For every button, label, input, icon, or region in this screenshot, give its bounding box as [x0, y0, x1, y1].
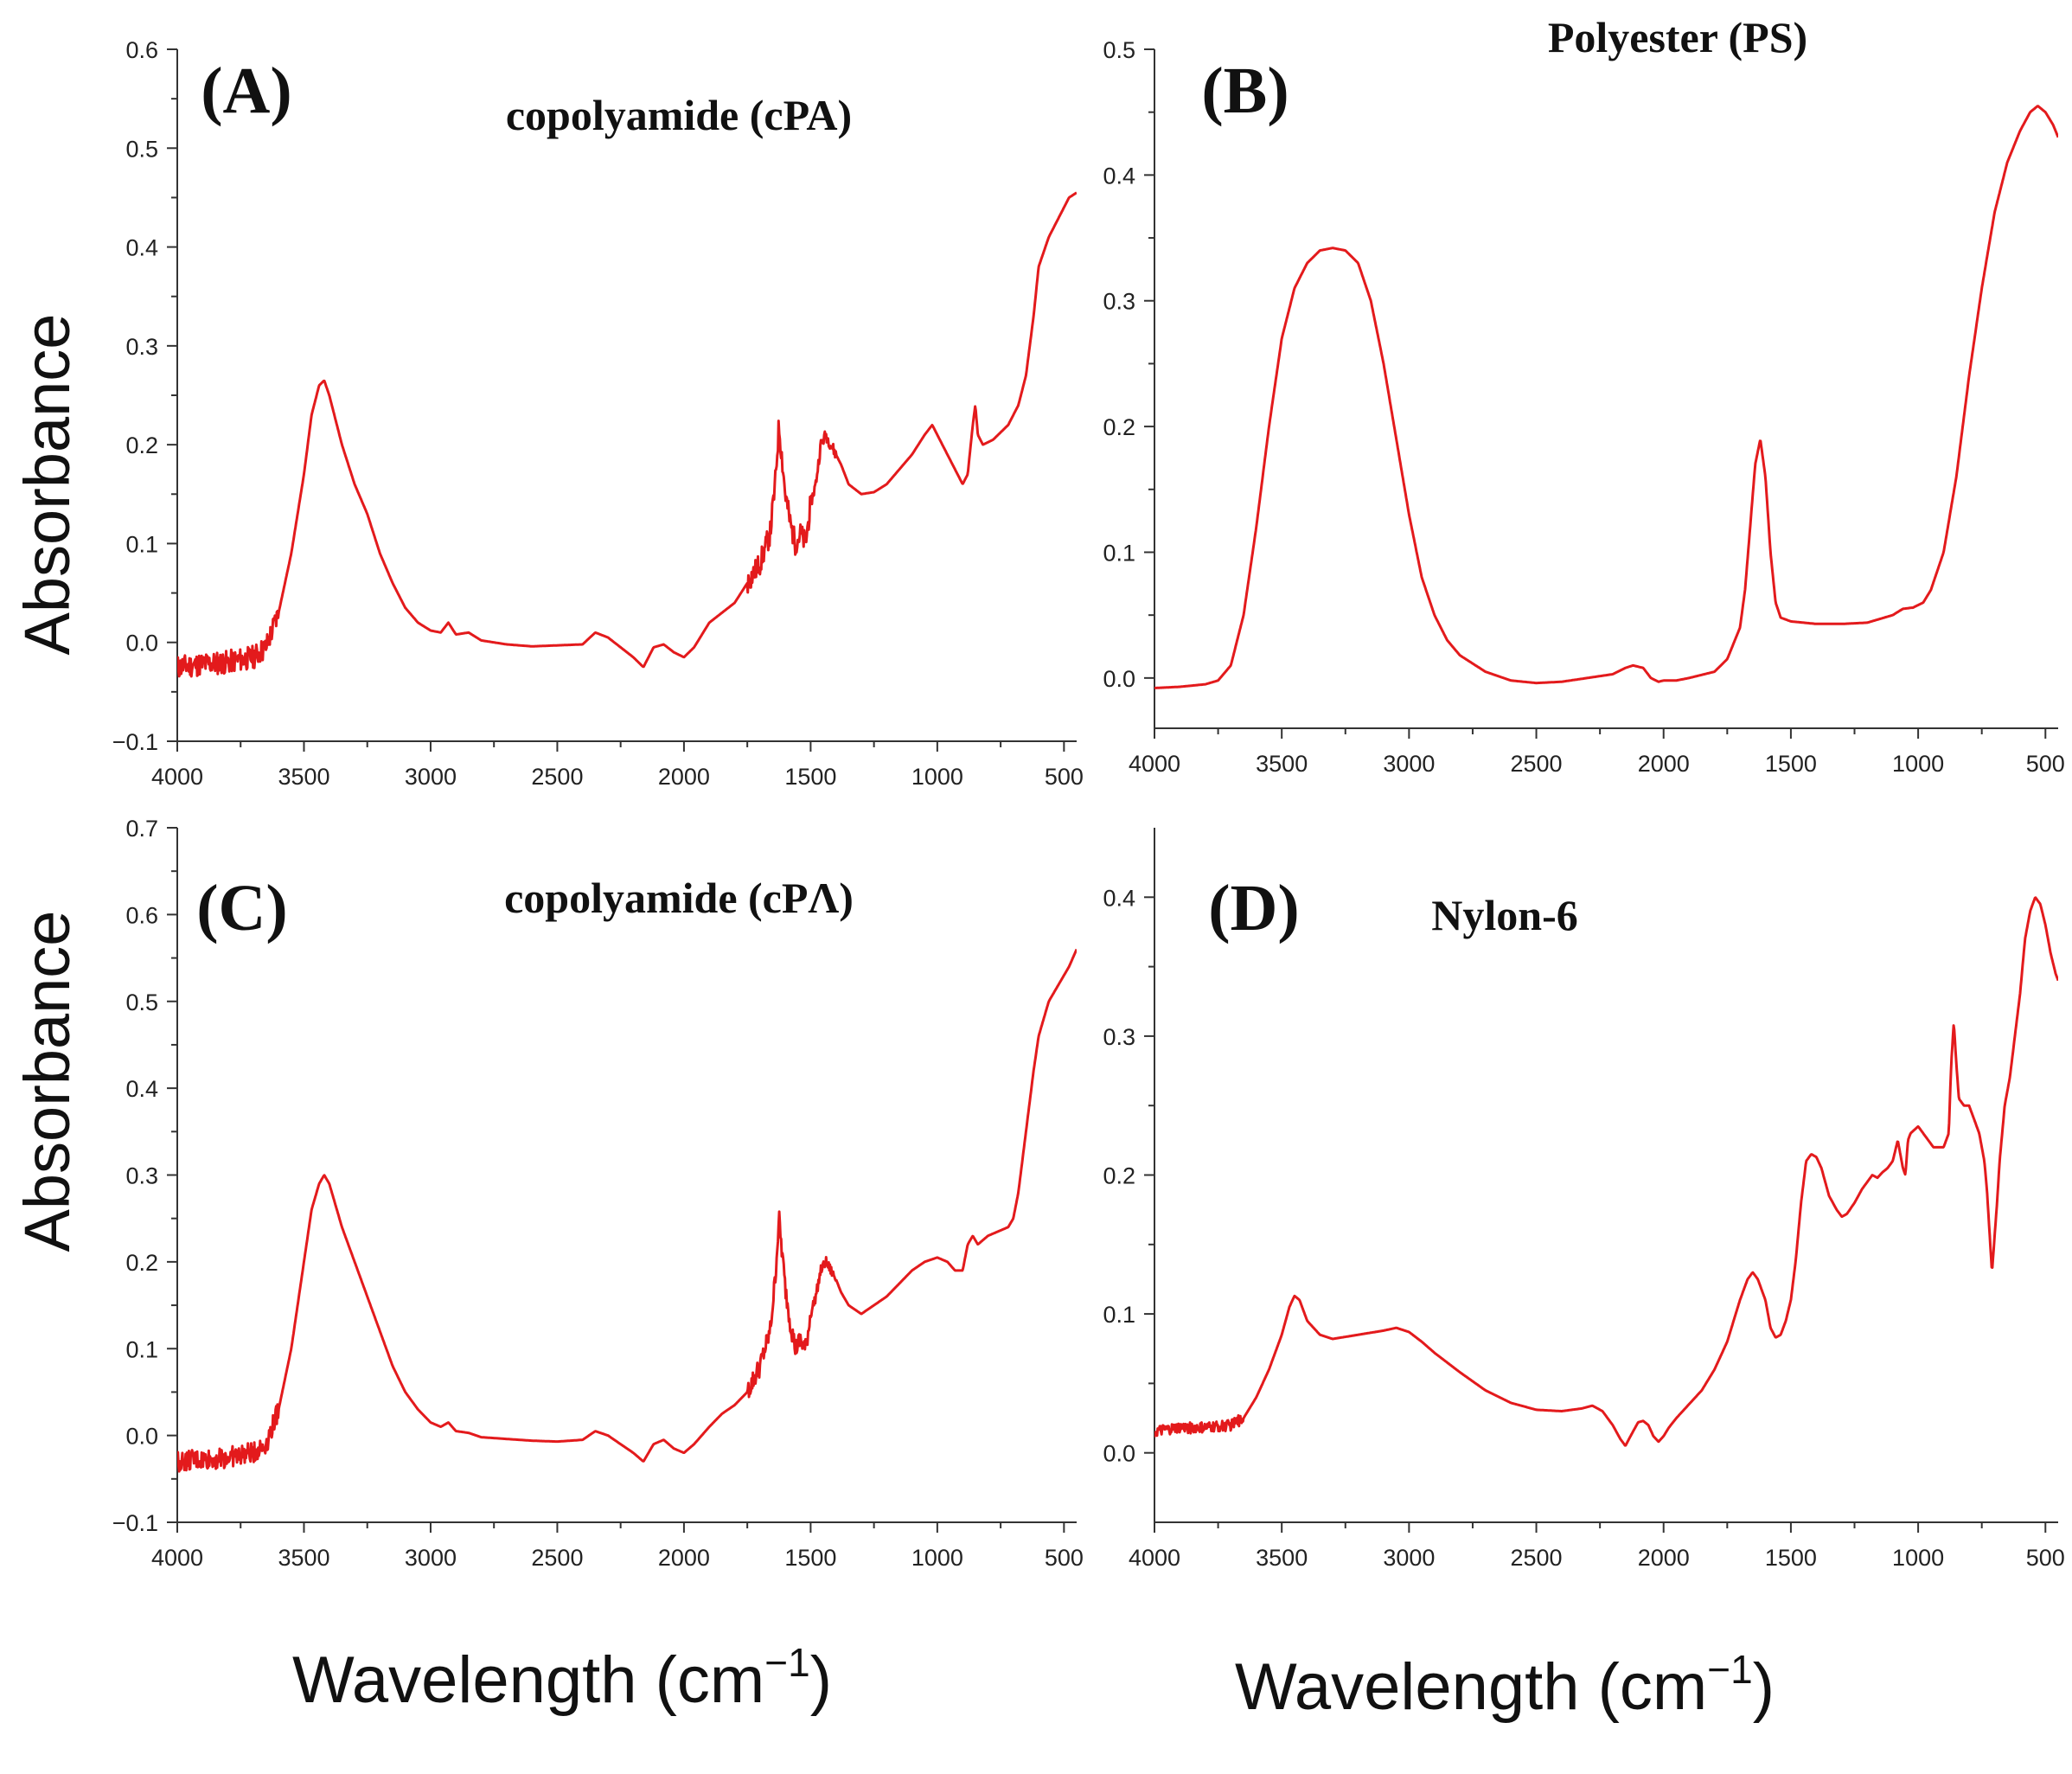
x-tick-label: 1000 — [911, 764, 963, 790]
y-tick-label: −0.1 — [112, 729, 158, 755]
y-tick-label: 0.0 — [125, 1424, 158, 1450]
y-tick-label: 0.2 — [1103, 414, 1135, 440]
x-title-close: ) — [810, 1643, 832, 1717]
x-tick-label: 500 — [1045, 764, 1084, 790]
y-axis-title-top: Absorbance — [11, 314, 83, 656]
x-tick-label: 1000 — [1892, 751, 1944, 777]
x-title-main: Wavelength (cm — [1235, 1650, 1707, 1724]
y-tick-label: 0.0 — [1103, 1441, 1135, 1467]
y-tick-label: 0.4 — [125, 1076, 158, 1102]
x-tick-label: 2500 — [531, 764, 583, 790]
y-tick-label: 0.1 — [1103, 1302, 1135, 1328]
y-tick-label: 0.4 — [1103, 163, 1135, 189]
y-tick-label: 0.5 — [125, 989, 158, 1015]
x-tick-label: 2500 — [1511, 751, 1563, 777]
x-tick-label: 1500 — [784, 1545, 836, 1571]
y-tick-label: 0.4 — [1103, 885, 1135, 911]
y-tick-label: 0.1 — [1103, 540, 1135, 566]
spectrum-line — [177, 948, 1077, 1473]
panel-d: 4000 3500 3000 2500 2000 1500 1000 500 0.0 0.1 0.2… — [1103, 828, 2065, 1571]
x-tick-label: 1000 — [1892, 1545, 1944, 1571]
x-tick-label: 1500 — [1765, 751, 1817, 777]
x-title-superscript: −1 — [764, 1640, 809, 1685]
x-tick-label: 3000 — [405, 1545, 457, 1571]
panel-label: (D) — [1208, 872, 1300, 945]
x-tick-label: 3000 — [405, 764, 457, 790]
y-tick-label: 0.5 — [1103, 37, 1135, 63]
x-tick-label: 3500 — [1256, 751, 1308, 777]
y-tick-label: 0.4 — [125, 235, 158, 261]
x-tick-label: 3500 — [1256, 1545, 1308, 1571]
x-tick-label: 4000 — [151, 1545, 203, 1571]
x-tick-label: 500 — [1045, 1545, 1084, 1571]
panel-c: 4000 3500 3000 2500 2000 1500 1000 500 −0.1 0.0 0.… — [112, 816, 1084, 1571]
panel-label: (A) — [201, 54, 292, 127]
panel-b: 4000 3500 3000 2500 2000 1500 1000 500 0.0 0.1 0.2… — [1103, 13, 2064, 777]
y-axis-title-bottom: Absorbance — [11, 911, 83, 1252]
x-axis-title-left: Wavelength (cm−1) — [292, 1640, 832, 1717]
panel-title: Nylon-6 — [1431, 891, 1577, 939]
x-title-main: Wavelength (cm — [292, 1643, 764, 1717]
x-tick-label: 500 — [2026, 1545, 2065, 1571]
y-tick-label: 0.3 — [1103, 1024, 1135, 1050]
y-tick-label: −0.1 — [112, 1510, 158, 1536]
x-tick-label: 4000 — [151, 764, 203, 790]
x-tick-label: 2000 — [1638, 1545, 1690, 1571]
y-tick-label: 0.1 — [125, 531, 158, 557]
y-tick-label: 0.2 — [125, 1250, 158, 1276]
spectrum-line — [1154, 105, 2058, 689]
y-tick-label: 0.3 — [1103, 289, 1135, 315]
x-title-superscript: −1 — [1707, 1647, 1752, 1692]
y-tick-label: 0.1 — [125, 1336, 158, 1362]
x-axis-title-right: Wavelength (cm−1) — [1235, 1647, 1775, 1724]
y-tick-label: 0.6 — [125, 37, 158, 63]
y-tick-label: 0.3 — [125, 334, 158, 360]
x-tick-label: 2500 — [1511, 1545, 1563, 1571]
panel-title: copolyamide (cPA) — [506, 91, 852, 139]
x-tick-label: 4000 — [1129, 751, 1180, 777]
y-tick-label: 0.3 — [125, 1163, 158, 1189]
y-tick-label: 0.6 — [125, 902, 158, 928]
y-tick-label: 0.2 — [125, 432, 158, 458]
panel-a: 4000 3500 3000 2500 2000 1500 1000 500 −0.1 0.0 0.… — [112, 37, 1084, 790]
panel-label: (B) — [1201, 54, 1289, 127]
panel-label: (C) — [196, 872, 288, 945]
x-tick-label: 3500 — [278, 1545, 329, 1571]
y-tick-label: 0.0 — [125, 631, 158, 656]
spectrum-line — [1154, 896, 2058, 1447]
y-tick-label: 0.5 — [125, 136, 158, 162]
x-tick-label: 1000 — [911, 1545, 963, 1571]
panel-title: Polyester (PS) — [1548, 13, 1807, 61]
x-tick-label: 1500 — [1765, 1545, 1817, 1571]
x-tick-label: 2500 — [531, 1545, 583, 1571]
y-tick-label: 0.7 — [125, 816, 158, 842]
x-tick-label: 2000 — [658, 1545, 710, 1571]
x-tick-label: 2000 — [658, 764, 710, 790]
panel-title: copolyamide (cPΛ) — [504, 874, 854, 922]
spectrum-line — [177, 191, 1077, 678]
x-tick-label: 3500 — [278, 764, 329, 790]
x-tick-label: 2000 — [1638, 751, 1690, 777]
x-tick-label: 1500 — [784, 764, 836, 790]
x-tick-label: 3000 — [1383, 751, 1435, 777]
x-title-close: ) — [1753, 1650, 1775, 1724]
x-tick-label: 4000 — [1129, 1545, 1180, 1571]
y-tick-label: 0.2 — [1103, 1163, 1135, 1189]
x-tick-label: 500 — [2026, 751, 2065, 777]
y-tick-label: 0.0 — [1103, 666, 1135, 692]
x-tick-label: 3000 — [1383, 1545, 1435, 1571]
